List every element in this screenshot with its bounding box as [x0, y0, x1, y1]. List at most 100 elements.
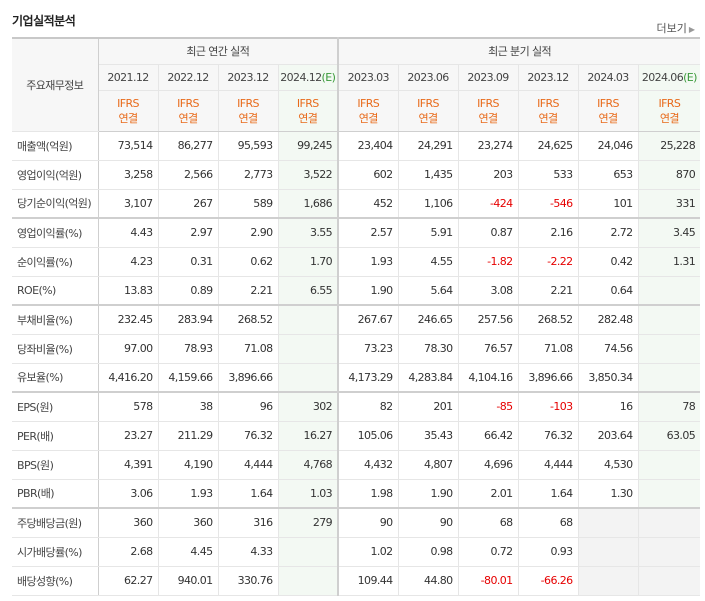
value-cell: 74.56	[578, 334, 639, 364]
value-cell: -66.26	[518, 566, 579, 596]
value-cell: 99,245	[278, 131, 340, 161]
basis-line2: 연결	[418, 111, 439, 125]
value-cell: 578	[98, 392, 159, 422]
basis-line2: 연결	[238, 111, 258, 125]
period-header: 2021.12	[98, 64, 159, 91]
row-label: 영업이익률(%)	[12, 218, 99, 248]
value-cell: 267	[158, 189, 219, 219]
value-cell: 1.31	[638, 247, 701, 277]
accounting-basis: IFRS 연결	[458, 90, 519, 132]
table-row: PBR(배) 3.06 1.93 1.64 1.03 1.98 1.90 2.01 1.64 1.…	[12, 479, 701, 509]
more-link[interactable]: 더보기 ▶	[656, 20, 695, 36]
value-cell	[278, 537, 340, 567]
value-cell: 73,514	[98, 131, 159, 161]
annual-group-header: 최근 연간 실적	[98, 38, 340, 65]
value-cell: -1.82	[458, 247, 519, 277]
basis-line2: 연결	[118, 111, 138, 125]
value-cell: -103	[518, 392, 579, 422]
value-cell: 246.65	[398, 305, 459, 335]
value-cell: 0.64	[578, 276, 639, 306]
value-cell: 279	[278, 508, 340, 538]
value-cell: 23,404	[338, 131, 399, 161]
value-cell: 3,850.34	[578, 363, 639, 393]
value-cell: -85	[458, 392, 519, 422]
period-header: 2023.06	[398, 64, 459, 91]
value-cell: 211.29	[158, 421, 219, 451]
value-cell	[638, 305, 701, 335]
basis-line2: 연결	[478, 111, 499, 125]
table-row: EPS(원) 578 38 96 302 82 201 -85 -103 16 78	[12, 392, 701, 422]
value-cell: 3.08	[458, 276, 519, 306]
row-label: 시가배당률(%)	[12, 537, 99, 567]
value-cell: 2.97	[158, 218, 219, 248]
basis-line2: 연결	[598, 111, 619, 125]
value-cell	[278, 566, 340, 596]
value-cell: 109.44	[338, 566, 399, 596]
value-cell	[278, 305, 340, 335]
value-cell: 1,106	[398, 189, 459, 219]
basis-line1: IFRS	[597, 96, 619, 110]
value-cell: 4.45	[158, 537, 219, 567]
period-label: 2021.12	[107, 70, 149, 84]
row-label: 부채비율(%)	[12, 305, 99, 335]
value-cell: 360	[158, 508, 219, 538]
basis-line1: IFRS	[237, 96, 259, 110]
accounting-basis: IFRS 연결	[158, 90, 219, 132]
value-cell: 2.16	[518, 218, 579, 248]
table-row: PER(배) 23.27 211.29 76.32 16.27 105.06 35.43 66…	[12, 421, 701, 451]
value-cell: 232.45	[98, 305, 159, 335]
value-cell: 268.52	[218, 305, 279, 335]
value-cell: 331	[638, 189, 701, 219]
table-row: BPS(원) 4,391 4,190 4,444 4,768 4,432 4,807 4,69…	[12, 450, 701, 480]
basis-line1: IFRS	[537, 96, 559, 110]
value-cell: 105.06	[338, 421, 399, 451]
value-cell: 1.02	[338, 537, 399, 567]
accounting-basis: IFRS 연결	[278, 90, 340, 132]
value-cell: 4,768	[278, 450, 340, 480]
table-row: 유보율(%) 4,416.20 4,159.66 3,896.66 4,173.29 4,…	[12, 363, 701, 393]
value-cell: 533	[518, 160, 579, 190]
value-cell: 1.64	[518, 479, 579, 509]
value-cell: 23.27	[98, 421, 159, 451]
period-label: 2024.03	[587, 70, 629, 84]
period-label: 2023.12	[527, 70, 569, 84]
value-cell: 5.91	[398, 218, 459, 248]
period-label: 2023.12	[227, 70, 269, 84]
value-cell: 268.52	[518, 305, 579, 335]
value-cell: 201	[398, 392, 459, 422]
value-cell: 1,435	[398, 160, 459, 190]
value-cell: 76.32	[218, 421, 279, 451]
value-cell: 2,773	[218, 160, 279, 190]
more-label: 더보기	[656, 22, 687, 35]
value-cell: 257.56	[458, 305, 519, 335]
value-cell: 3,107	[98, 189, 159, 219]
value-cell: 97.00	[98, 334, 159, 364]
value-cell: 1.70	[278, 247, 340, 277]
value-cell	[578, 566, 639, 596]
value-cell: 282.48	[578, 305, 639, 335]
value-cell	[638, 479, 701, 509]
row-label: 당기순이익(억원)	[12, 189, 99, 219]
period-header: 2024.03	[578, 64, 639, 91]
value-cell: 38	[158, 392, 219, 422]
period-label: 2023.03	[347, 70, 390, 84]
value-cell: 44.80	[398, 566, 459, 596]
value-cell	[638, 566, 701, 596]
basis-line1: IFRS	[417, 96, 439, 110]
value-cell: 203	[458, 160, 519, 190]
value-cell: 330.76	[218, 566, 279, 596]
value-cell: 4,190	[158, 450, 219, 480]
value-cell: 25,228	[638, 131, 701, 161]
table-row: 영업이익률(%) 4.43 2.97 2.90 3.55 2.57 5.91 0.87 2.16…	[12, 218, 701, 248]
value-cell	[278, 363, 340, 393]
value-cell: 3.06	[98, 479, 159, 509]
value-cell: 1.93	[338, 247, 399, 277]
value-cell: 66.42	[458, 421, 519, 451]
accounting-basis: IFRS 연결	[218, 90, 279, 132]
value-cell: 76.57	[458, 334, 519, 364]
table-row: 배당성향(%) 62.27 940.01 330.76 109.44 44.80 -80.0…	[12, 566, 701, 596]
period-label: 2024.12	[280, 70, 322, 84]
period-label: 2024.06	[641, 70, 684, 84]
period-header: 2023.09	[458, 64, 519, 91]
value-cell: 86,277	[158, 131, 219, 161]
